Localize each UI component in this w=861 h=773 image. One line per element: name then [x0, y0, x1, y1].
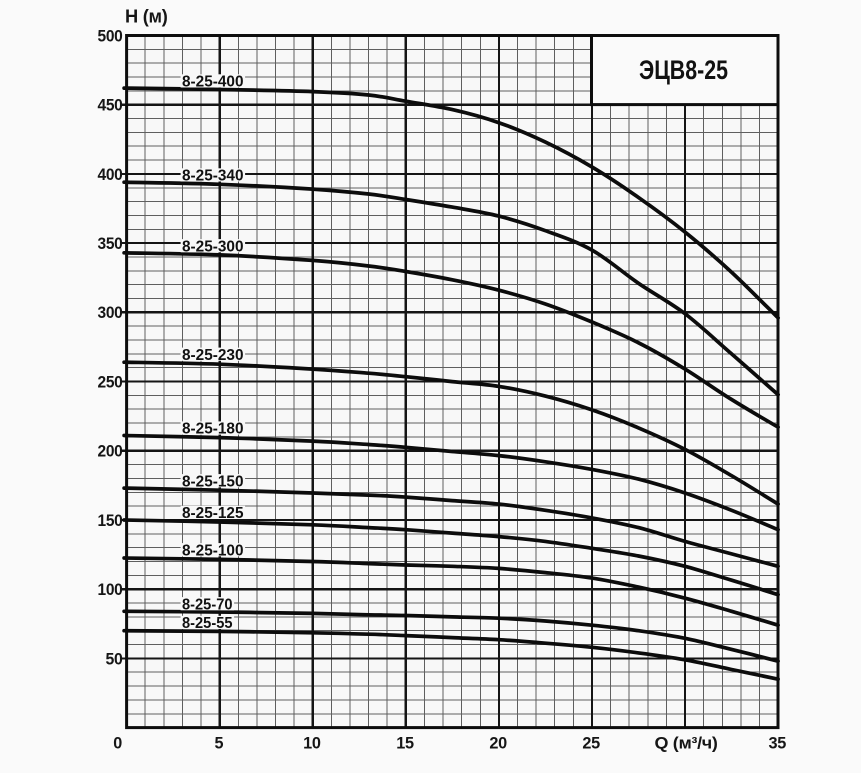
- svg-text:ЭЦВ8-25: ЭЦВ8-25: [639, 55, 728, 85]
- svg-text:H (м): H (м): [125, 6, 168, 27]
- svg-text:8-25-300: 8-25-300: [182, 238, 244, 255]
- svg-text:8-25-125: 8-25-125: [182, 505, 244, 522]
- svg-text:8-25-150: 8-25-150: [182, 473, 244, 490]
- svg-text:8-25-70: 8-25-70: [182, 596, 233, 613]
- svg-text:25: 25: [582, 735, 600, 753]
- svg-text:400: 400: [98, 166, 123, 184]
- svg-text:10: 10: [303, 735, 321, 753]
- svg-text:Q (м³/ч): Q (м³/ч): [655, 735, 718, 753]
- svg-text:35: 35: [769, 735, 787, 753]
- svg-text:5: 5: [215, 735, 224, 753]
- svg-text:8-25-400: 8-25-400: [182, 74, 244, 91]
- svg-text:8-25-230: 8-25-230: [182, 347, 244, 364]
- svg-text:350: 350: [98, 235, 123, 253]
- svg-text:450: 450: [98, 97, 123, 115]
- svg-text:8-25-100: 8-25-100: [182, 542, 244, 559]
- svg-text:300: 300: [98, 304, 123, 322]
- svg-text:150: 150: [98, 512, 123, 530]
- svg-text:8-25-180: 8-25-180: [182, 421, 244, 438]
- svg-text:200: 200: [98, 443, 123, 461]
- svg-text:8-25-340: 8-25-340: [182, 168, 244, 185]
- svg-text:15: 15: [396, 735, 414, 753]
- svg-text:8-25-55: 8-25-55: [182, 615, 233, 632]
- svg-text:100: 100: [98, 581, 123, 599]
- svg-text:50: 50: [106, 650, 123, 668]
- svg-text:20: 20: [489, 735, 507, 753]
- svg-text:500: 500: [98, 27, 123, 45]
- svg-text:250: 250: [98, 373, 123, 391]
- svg-text:0: 0: [113, 735, 122, 753]
